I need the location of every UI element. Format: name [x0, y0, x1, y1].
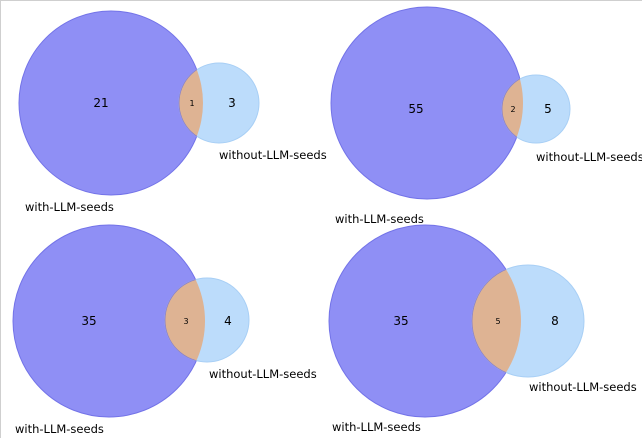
overlap-region — [472, 265, 521, 377]
set-b-label: without-LLM-seeds — [536, 150, 642, 164]
set-a-label: with-LLM-seeds — [15, 422, 104, 436]
set-a-circle — [18, 10, 204, 196]
set-a-circle — [330, 6, 524, 200]
only-b-count: 8 — [551, 314, 559, 328]
venn-diagram-4: 35 5 8 with-LLM-seeds without-LLM-seeds — [328, 224, 637, 434]
set-b-label: without-LLM-seeds — [529, 380, 637, 394]
only-b-count: 4 — [224, 314, 232, 328]
only-a-count: 35 — [393, 314, 408, 328]
venn-diagram-2: 55 2 5 with-LLM-seeds without-LLM-seeds — [330, 6, 642, 226]
intersection-count: 5 — [495, 317, 500, 326]
overlap-edge-b — [471, 264, 521, 378]
only-a-count: 35 — [81, 314, 96, 328]
intersection-count: 3 — [183, 317, 188, 326]
set-a-label: with-LLM-seeds — [25, 200, 114, 214]
only-a-count: 21 — [93, 96, 108, 110]
only-a-count: 55 — [408, 102, 423, 116]
venn-diagram-3: 35 3 4 with-LLM-seeds without-LLM-seeds — [12, 224, 317, 436]
overlap-region — [165, 278, 205, 362]
only-b-count: 5 — [544, 102, 552, 116]
venn-diagram-1: 21 1 3 with-LLM-seeds without-LLM-seeds — [18, 10, 327, 214]
overlap-edge-b — [178, 62, 203, 144]
intersection-count: 2 — [510, 105, 515, 114]
intersection-count: 1 — [189, 99, 194, 108]
set-b-label: without-LLM-seeds — [219, 148, 327, 162]
overlap-edge-b — [501, 74, 523, 144]
only-b-count: 3 — [228, 96, 236, 110]
set-a-label: with-LLM-seeds — [332, 420, 421, 434]
overlap-region — [179, 63, 203, 143]
set-b-label: without-LLM-seeds — [209, 367, 317, 381]
overlap-region — [502, 75, 523, 143]
set-a-label: with-LLM-seeds — [335, 212, 424, 226]
overlap-edge-b — [164, 277, 205, 363]
